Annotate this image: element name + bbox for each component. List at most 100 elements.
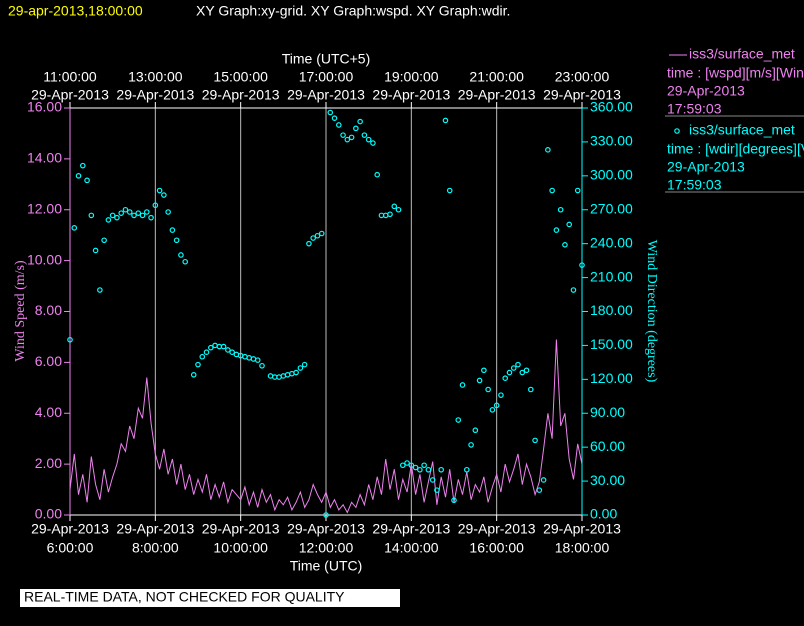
wind-direction-point — [152, 202, 159, 209]
wind-direction-point — [203, 349, 210, 356]
x-tick-date: 29-Apr-2013 — [287, 521, 365, 537]
y2-tick-label: 360.00 — [590, 99, 633, 115]
wind-direction-point — [101, 237, 107, 244]
wind-direction-point — [229, 349, 235, 356]
wind-direction-point — [314, 232, 321, 239]
y2-tick-label: 30.00 — [590, 472, 625, 488]
wind-direction-point — [173, 237, 180, 244]
wind-direction-point — [463, 466, 470, 473]
wind-direction-point — [344, 136, 351, 143]
wind-direction-point — [97, 287, 103, 293]
wind-direction-point — [540, 477, 547, 483]
wind-direction-point — [109, 212, 116, 219]
x-tick-label: 14:00:00 — [384, 540, 439, 556]
x2-tick-label: 13:00:00 — [128, 69, 183, 85]
y-tick-label: 2.00 — [35, 455, 62, 471]
wind-direction-point — [421, 462, 427, 469]
wind-direction-point — [169, 227, 176, 233]
wind-direction-point — [566, 221, 573, 228]
x-tick-label: 10:00:00 — [213, 540, 268, 556]
wind-direction-point — [318, 230, 325, 237]
wind-direction-point — [519, 369, 526, 376]
wind-direction-point — [348, 134, 355, 141]
y2-tick-label: 270.00 — [590, 200, 633, 216]
wind-direction-point — [361, 132, 368, 138]
wind-direction-point — [532, 437, 538, 444]
wind-direction-point — [306, 240, 312, 247]
y-tick-label: 6.00 — [35, 353, 62, 369]
wind-direction-point — [412, 464, 419, 471]
x-tick-date: 29-Apr-2013 — [202, 521, 280, 537]
y-tick-label: 12.00 — [27, 200, 62, 216]
wind-direction-point — [297, 365, 304, 371]
x-tick-label: 12:00:00 — [299, 540, 354, 556]
wind-direction-point — [165, 209, 171, 215]
wind-direction-point — [451, 497, 457, 504]
wind-direction-point — [310, 235, 317, 241]
x2-axis-title: Time (UTC+5) — [282, 51, 371, 67]
x2-tick-label: 17:00:00 — [299, 69, 354, 85]
wind-direction-point — [417, 466, 423, 473]
wind-direction-point — [114, 214, 120, 221]
legend-text: 29-Apr-2013 — [667, 159, 745, 175]
wind-direction-point — [506, 369, 513, 376]
legend-name: iss3/surface_met — [689, 46, 795, 62]
wind-direction-point — [502, 375, 509, 382]
wind-direction-point — [335, 122, 342, 128]
wind-direction-point — [323, 512, 329, 518]
wind-direction-point — [220, 343, 227, 350]
x-tick-label: 6:00:00 — [47, 540, 94, 556]
x-tick-date: 29-Apr-2013 — [31, 521, 109, 537]
wind-direction-point — [254, 357, 261, 363]
wind-direction-point — [327, 109, 334, 116]
y2-tick-label: 330.00 — [590, 133, 633, 149]
x2-tick-date: 29-Apr-2013 — [202, 87, 280, 103]
x-tick-date: 29-Apr-2013 — [116, 521, 194, 537]
wind-direction-point — [459, 382, 466, 388]
wind-direction-point — [545, 147, 551, 153]
wind-direction-point — [399, 462, 406, 469]
y2-tick-label: 300.00 — [590, 167, 633, 183]
wind-direction-point — [446, 187, 453, 194]
wind-direction-point — [301, 361, 308, 368]
wind-direction-point — [122, 206, 129, 213]
wind-direction-point — [468, 442, 474, 448]
footer-box — [20, 589, 400, 607]
wind-direction-point — [434, 487, 440, 493]
x2-tick-label: 21:00:00 — [469, 69, 524, 85]
wind-direction-point — [365, 136, 372, 143]
legend-marker — [674, 128, 680, 134]
wind-direction-point — [370, 140, 376, 146]
wind-direction-point — [182, 258, 189, 265]
wind-direction-point — [353, 125, 359, 132]
wind-direction-point — [498, 392, 504, 398]
wind-direction-point — [190, 372, 197, 378]
x-tick-date: 29-Apr-2013 — [458, 521, 536, 537]
wind-direction-point — [131, 212, 137, 219]
chart-title: XY Graph:xy-grid. XY Graph:wspd. XY Grap… — [196, 3, 510, 19]
wind-direction-point — [391, 203, 398, 210]
wind-direction-point — [442, 117, 449, 124]
y-tick-label: 0.00 — [35, 506, 62, 522]
x2-tick-date: 29-Apr-2013 — [458, 87, 536, 103]
y-tick-label: 14.00 — [27, 150, 62, 166]
wind-direction-point — [472, 427, 479, 434]
wind-direction-point — [293, 369, 299, 376]
x2-tick-date: 29-Apr-2013 — [543, 87, 621, 103]
wind-direction-point — [523, 367, 530, 374]
wind-direction-point — [553, 227, 560, 233]
y2-tick-label: 210.00 — [590, 268, 633, 284]
wind-direction-point — [357, 118, 363, 125]
wind-direction-point — [75, 173, 82, 179]
x-axis-title: Time (UTC) — [290, 558, 363, 574]
wind-direction-point — [340, 132, 346, 138]
wind-direction-point — [135, 210, 142, 216]
legend-name: iss3/surface_met — [689, 122, 795, 138]
x2-tick-date: 29-Apr-2013 — [372, 87, 450, 103]
y2-tick-label: 120.00 — [590, 370, 633, 386]
x-tick-label: 16:00:00 — [469, 540, 524, 556]
title-time: 29-apr-2013,18:00:00 — [8, 3, 143, 19]
wind-direction-point — [489, 407, 496, 413]
